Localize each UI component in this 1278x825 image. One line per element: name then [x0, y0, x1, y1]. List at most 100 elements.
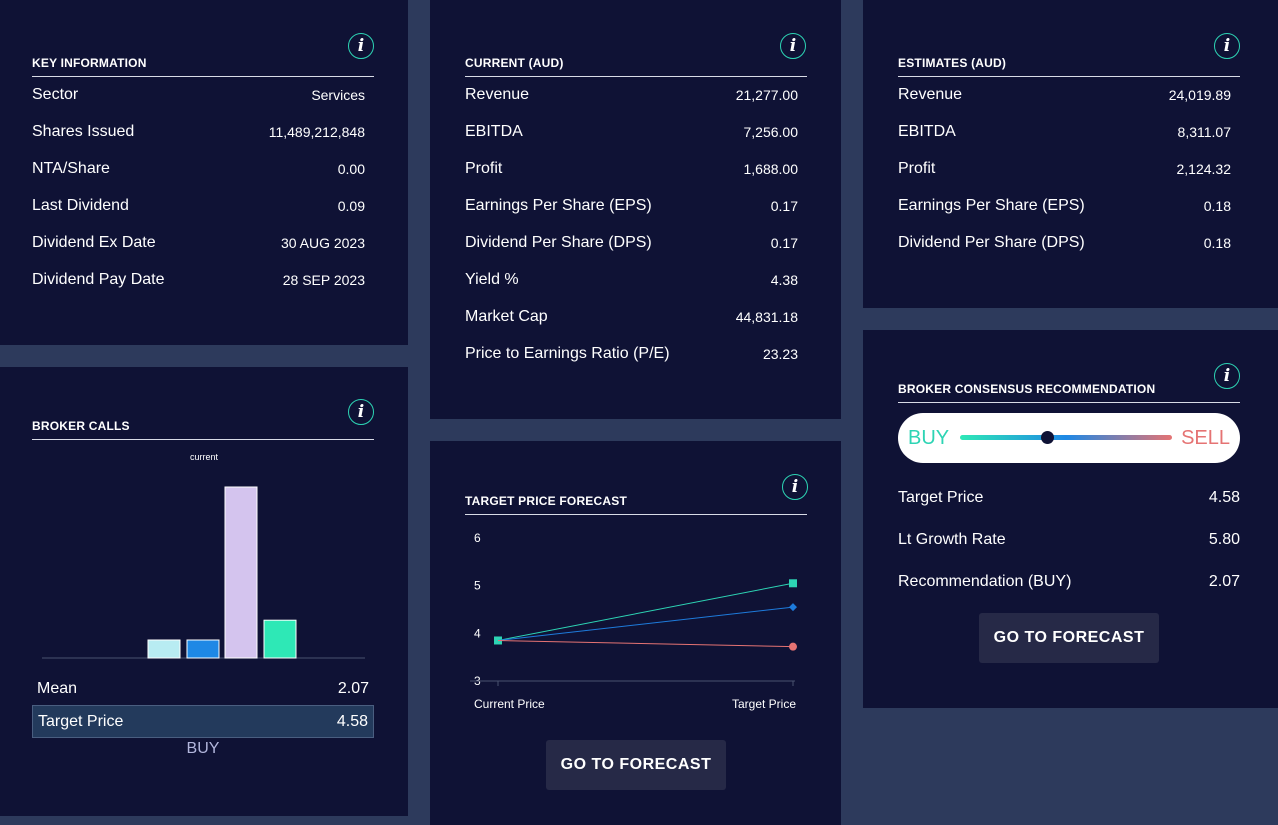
- estimates-aud-title: ESTIMATES (AUD): [898, 56, 1240, 77]
- chart-bar[interactable]: [147, 639, 181, 659]
- data-row: Revenue 24,019.89: [898, 76, 1240, 113]
- target-price-forecast-panel: i TARGET PRICE FORECAST 3 4 5 6 Current Pric…: [430, 441, 841, 825]
- series-line: [497, 639, 794, 648]
- info-icon[interactable]: i: [1214, 33, 1240, 59]
- row-value: 0.09: [337, 197, 365, 214]
- estimates-aud-rows: Revenue 24,019.89 EBITDA 8,311.07 Profit 2,12…: [898, 76, 1240, 261]
- row-label: Price to Earnings Ratio (P/E): [465, 344, 670, 362]
- data-row: Profit 2,124.32: [898, 150, 1240, 187]
- broker-consensus-title: BROKER CONSENSUS RECOMMENDATION: [898, 382, 1240, 403]
- slider-knob[interactable]: [1040, 431, 1054, 444]
- row-value: 5.80: [1208, 531, 1240, 548]
- mean-label: Mean: [37, 680, 78, 697]
- mean-value: 2.07: [337, 680, 369, 697]
- row-value: 0.17: [770, 197, 798, 214]
- row-value: 1,688.00: [743, 160, 799, 177]
- target-price-label: Target Price: [38, 712, 124, 730]
- info-icon[interactable]: i: [1214, 363, 1240, 389]
- row-label: Revenue: [898, 85, 963, 103]
- row-value: 0.17: [770, 234, 798, 251]
- key-information-panel: i KEY INFORMATION Sector Services Shares I…: [0, 0, 408, 345]
- data-row: Shares Issued 11,489,212,848: [32, 113, 374, 150]
- y-tick-label: 6: [474, 531, 481, 545]
- row-value: 2,124.32: [1176, 160, 1232, 177]
- data-row: Recommendation (BUY) 2.07: [898, 561, 1240, 603]
- row-label: Yield %: [465, 270, 519, 288]
- row-label: Shares Issued: [32, 122, 135, 140]
- info-icon[interactable]: i: [782, 474, 808, 500]
- data-row: Market Cap 44,831.18: [465, 298, 807, 335]
- buy-sell-slider[interactable]: BUY SELL: [898, 413, 1240, 463]
- row-label: Lt Growth Rate: [898, 531, 1006, 548]
- current-aud-title: CURRENT (AUD): [465, 56, 807, 77]
- data-row: Earnings Per Share (EPS) 0.18: [898, 187, 1240, 224]
- data-row: Dividend Per Share (DPS) 0.17: [465, 224, 807, 261]
- data-row: Profit 1,688.00: [465, 150, 807, 187]
- row-value: 24,019.89: [1168, 86, 1231, 103]
- row-label: Dividend Per Share (DPS): [465, 233, 652, 251]
- row-label: Earnings Per Share (EPS): [898, 196, 1085, 214]
- row-label: Dividend Ex Date: [32, 233, 156, 251]
- current-aud-panel: i CURRENT (AUD) Revenue 21,277.00 EBITDA 7,…: [430, 0, 841, 419]
- current-aud-rows: Revenue 21,277.00 EBITDA 7,256.00 Profit 1,68…: [465, 76, 807, 372]
- broker-calls-title: BROKER CALLS: [32, 419, 374, 440]
- series-point[interactable]: [789, 603, 797, 612]
- slider-track: [960, 435, 1172, 440]
- chart-bar[interactable]: [224, 486, 258, 659]
- row-label: EBITDA: [465, 122, 523, 140]
- row-value: 8,311.07: [1177, 123, 1231, 140]
- data-row: Target Price 4.58: [898, 477, 1240, 519]
- target-price-value: 4.58: [336, 712, 368, 730]
- data-row: Dividend Per Share (DPS) 0.18: [898, 224, 1240, 261]
- row-label: Market Cap: [465, 307, 548, 325]
- chart-bar[interactable]: [263, 619, 297, 659]
- key-information-title: KEY INFORMATION: [32, 56, 374, 77]
- chart-bar[interactable]: [186, 639, 220, 659]
- buy-label: BUY: [908, 427, 950, 449]
- row-label: EBITDA: [898, 122, 956, 140]
- series-line: [497, 582, 794, 641]
- row-label: Last Dividend: [32, 196, 129, 214]
- row-label: Revenue: [465, 85, 530, 103]
- row-value: 23.23: [762, 345, 798, 362]
- row-value: 44,831.18: [735, 308, 798, 325]
- broker-verdict: BUY: [186, 740, 220, 757]
- target-price-row: Target Price 4.58: [32, 705, 374, 738]
- y-tick-label: 4: [474, 626, 481, 640]
- info-icon[interactable]: i: [348, 33, 374, 59]
- data-row: Yield % 4.38: [465, 261, 807, 298]
- row-label: Recommendation (BUY): [898, 573, 1072, 590]
- row-label: Dividend Pay Date: [32, 270, 165, 288]
- data-row: Dividend Pay Date 28 SEP 2023: [32, 261, 374, 298]
- row-value: 0.18: [1203, 234, 1231, 251]
- x-tick-label: Current Price: [474, 697, 545, 711]
- data-row: Sector Services: [32, 76, 374, 113]
- row-value: 4.58: [1208, 489, 1240, 506]
- chart-subtitle: current: [190, 452, 219, 462]
- x-tick-label: Target Price: [732, 697, 796, 711]
- row-value: 11,489,212,848: [268, 123, 365, 140]
- series-point[interactable]: [789, 579, 797, 588]
- row-value: 21,277.00: [735, 86, 798, 103]
- row-value: 30 AUG 2023: [280, 234, 365, 251]
- go-to-forecast-button[interactable]: GO TO FORECAST: [546, 740, 726, 790]
- info-icon[interactable]: i: [348, 399, 374, 425]
- sell-label: SELL: [1181, 427, 1230, 449]
- row-value: 4.38: [770, 271, 798, 288]
- series-point[interactable]: [789, 642, 797, 651]
- data-row: Last Dividend 0.09: [32, 187, 374, 224]
- row-label: Target Price: [898, 489, 984, 506]
- info-icon[interactable]: i: [780, 33, 806, 59]
- row-label: Dividend Per Share (DPS): [898, 233, 1085, 251]
- data-row: Lt Growth Rate 5.80: [898, 519, 1240, 561]
- row-value: 28 SEP 2023: [282, 271, 365, 288]
- go-to-forecast-button[interactable]: GO TO FORECAST: [979, 613, 1159, 663]
- broker-calls-panel: i BROKER CALLS current Mean 2.07 Target …: [0, 367, 408, 816]
- consensus-rows: Target Price 4.58 Lt Growth Rate 5.80 Recomm…: [898, 477, 1240, 603]
- data-row: Revenue 21,277.00: [465, 76, 807, 113]
- row-value: 7,256.00: [743, 123, 799, 140]
- broker-consensus-panel: i BROKER CONSENSUS RECOMMENDATION BUY SE…: [863, 330, 1278, 708]
- data-row: EBITDA 8,311.07: [898, 113, 1240, 150]
- key-information-rows: Sector Services Shares Issued 11,489,212,84…: [32, 76, 374, 298]
